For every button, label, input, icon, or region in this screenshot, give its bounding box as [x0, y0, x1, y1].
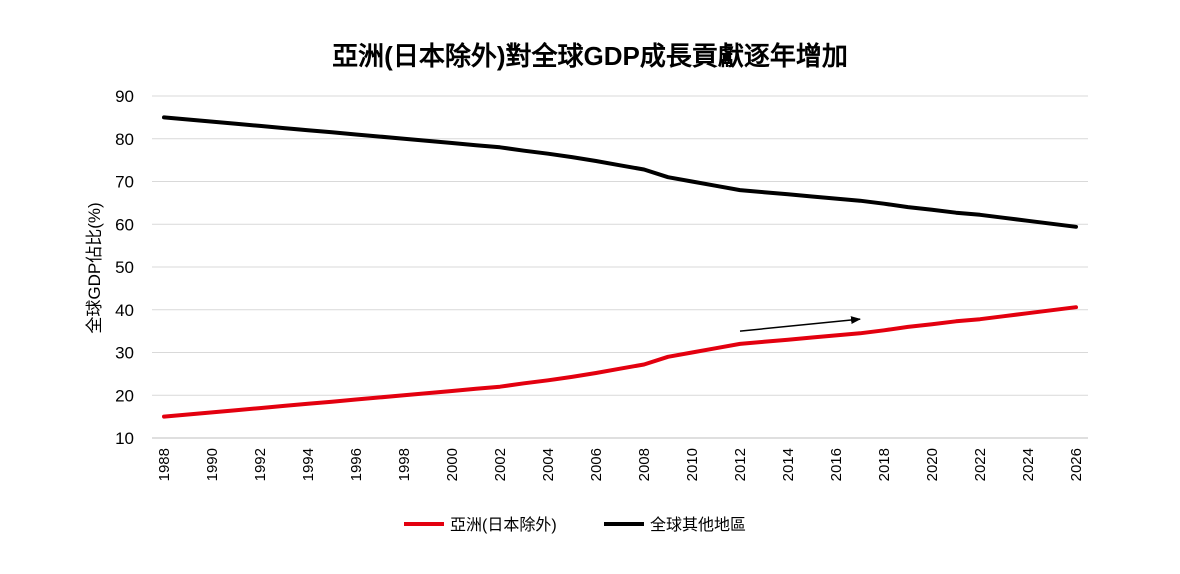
x-tick-label-2002: 2002: [492, 448, 509, 481]
annotations: [739, 316, 861, 332]
x-tick-label-2014: 2014: [780, 448, 797, 481]
x-tick-label-1988: 1988: [156, 448, 173, 481]
x-tick-label-1994: 1994: [300, 448, 317, 481]
legend-label-asia: 亞洲(日本除外): [450, 516, 557, 534]
series-line-1: [162, 115, 1078, 229]
x-tick-label-1992: 1992: [252, 448, 269, 481]
x-tick-label-2022: 2022: [972, 448, 989, 481]
x-tick-label-2026: 2026: [1068, 448, 1085, 481]
series-lines: [162, 115, 1078, 419]
x-tick-label-2020: 2020: [924, 448, 941, 481]
x-tick-label-2010: 2010: [684, 448, 701, 481]
x-axis-ticks: 1988 1990 1992 1994 1996 1998 2000 2002 2004 2006…: [156, 448, 1085, 481]
chart-title: 亞洲(日本除外)對全球GDP成長貢獻逐年增加: [332, 41, 848, 71]
series-line-0: [162, 305, 1078, 419]
y-tick-label-50: 50: [115, 258, 134, 277]
y-tick-label-20: 20: [115, 386, 134, 405]
legend-label-rest-of-world: 全球其他地區: [650, 516, 746, 534]
y-tick-label-80: 80: [115, 130, 134, 149]
legend: 亞洲(日本除外) 全球其他地區: [404, 516, 746, 534]
x-tick-label-2012: 2012: [732, 448, 749, 481]
y-tick-label-90: 90: [115, 87, 134, 106]
y-tick-label-30: 30: [115, 344, 134, 363]
x-tick-label-2006: 2006: [588, 448, 605, 481]
y-tick-label-60: 60: [115, 215, 134, 234]
trend-arrow-0: [739, 316, 861, 332]
y-tick-label-40: 40: [115, 301, 134, 320]
y-axis-label: 全球GDP佔比(%): [85, 202, 104, 333]
y-tick-label-70: 70: [115, 173, 134, 192]
x-tick-label-2016: 2016: [828, 448, 845, 481]
x-tick-label-2024: 2024: [1020, 448, 1037, 481]
y-tick-label-10: 10: [115, 429, 134, 448]
x-tick-label-2004: 2004: [540, 448, 557, 481]
x-tick-label-2008: 2008: [636, 448, 653, 481]
x-tick-label-1996: 1996: [348, 448, 365, 481]
x-tick-label-2000: 2000: [444, 448, 461, 481]
x-tick-label-2018: 2018: [876, 448, 893, 481]
y-axis-ticks: 10 20 30 40 50 60 70 80 90: [115, 87, 134, 448]
x-tick-label-1990: 1990: [204, 448, 221, 481]
grid-lines: [152, 95, 1088, 439]
x-tick-label-1998: 1998: [396, 448, 413, 481]
